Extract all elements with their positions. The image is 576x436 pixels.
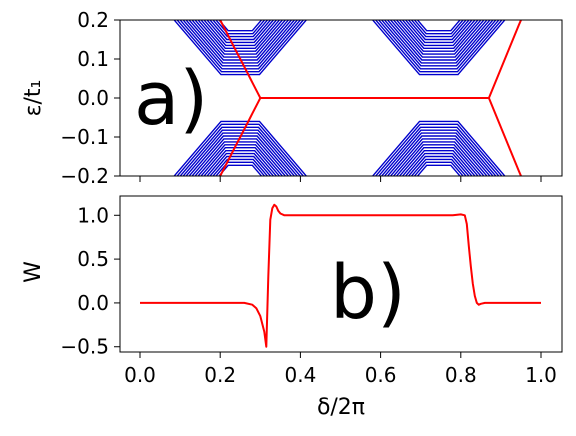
bulk-band-upper-10 [203,20,476,47]
panel-b-xtick-label: 0.2 [204,363,236,387]
bulk-band-upper-1 [176,20,503,73]
panel-a-ytick-label: 0.0 [77,86,109,110]
panel-b-ytick-label: 1.0 [77,203,109,227]
panel-a-yticks: 0.2 0.1 0.0 −0.1 −0.2 [60,8,120,188]
edge-mode-lower [218,97,523,176]
bulk-band-lower-12 [209,155,470,176]
panel-b-xtick-label: 0.0 [124,363,156,387]
panel-b-ylabel: W [21,261,46,283]
panel-b-ytick-label: 0.5 [77,247,109,271]
panel-a-xticks [139,176,542,182]
bulk-band-lower-8 [197,144,482,176]
bulk-band-lower-11 [206,152,473,176]
bulk-band-lower-3 [182,129,497,176]
panel-b-xtick-label: 0.4 [284,363,316,387]
panel-b-frame [119,195,563,353]
bulk-band-upper-4 [185,20,494,64]
panel-b-xlabel: δ/2π [317,395,365,420]
bulk-band-upper-0 [173,20,506,76]
panel-b-xtick-label: 1.0 [525,363,557,387]
bulk-band-upper-8 [197,20,482,52]
bulk-band-lower-9 [200,147,479,176]
bulk-band-upper-15 [218,20,461,32]
panel-b-xtick-label: 0.8 [445,363,477,387]
panel-a: 0.2 0.1 0.0 −0.1 −0.2 a) ε/t₁ [21,8,563,188]
panel-a-ytick-label: 0.2 [77,8,109,32]
bulk-band-lower-7 [194,141,485,176]
bulk-band-upper-2 [179,20,500,70]
panel-b-yticks: 1.0 0.5 0.0 −0.5 [60,203,120,359]
panel-a-label: a) [134,56,208,142]
bulk-band-lower-4 [185,132,494,176]
bulk-band-lower-1 [176,123,503,176]
bulk-band-lower-13 [212,158,467,176]
panel-b-ytick-label: 0.0 [77,291,109,315]
panel-b-curves [140,203,541,348]
bulk-band-lower-2 [179,126,500,176]
bulk-band-upper-13 [212,20,467,38]
bulk-band-upper-12 [209,20,470,41]
panel-b-ytick-label: −0.5 [60,335,109,359]
bulk-band-upper-14 [215,20,464,35]
panel-a-curves [173,20,523,176]
panel-b-xticks: 0.0 0.2 0.4 0.6 0.8 1.0 [124,352,557,387]
bulk-band-lower-6 [191,138,488,176]
panel-a-ytick-label: 0.1 [77,47,109,71]
panel-b-xtick-label: 0.6 [365,363,397,387]
bulk-band-upper-9 [200,20,479,49]
panel-b-label: b) [330,250,406,336]
bulk-band-lower-15 [218,164,461,176]
panel-b: 1.0 0.5 0.0 −0.5 0.0 0.2 0.4 0.6 0.8 1.0 b) W δ/… [21,195,563,420]
panel-a-ylabel: ε/t₁ [21,80,46,117]
bulk-band-lower-10 [203,150,476,176]
panel-a-ytick-label: −0.1 [60,125,109,149]
bulk-band-upper-3 [182,20,497,67]
bulk-band-upper-7 [194,20,485,55]
bulk-band-upper-6 [191,20,488,58]
bulk-band-lower-14 [215,161,464,176]
panel-a-ytick-label: −0.2 [60,164,109,188]
bulk-band-lower-0 [173,120,506,176]
bulk-band-upper-11 [206,20,473,44]
winding-number-line [140,203,541,348]
